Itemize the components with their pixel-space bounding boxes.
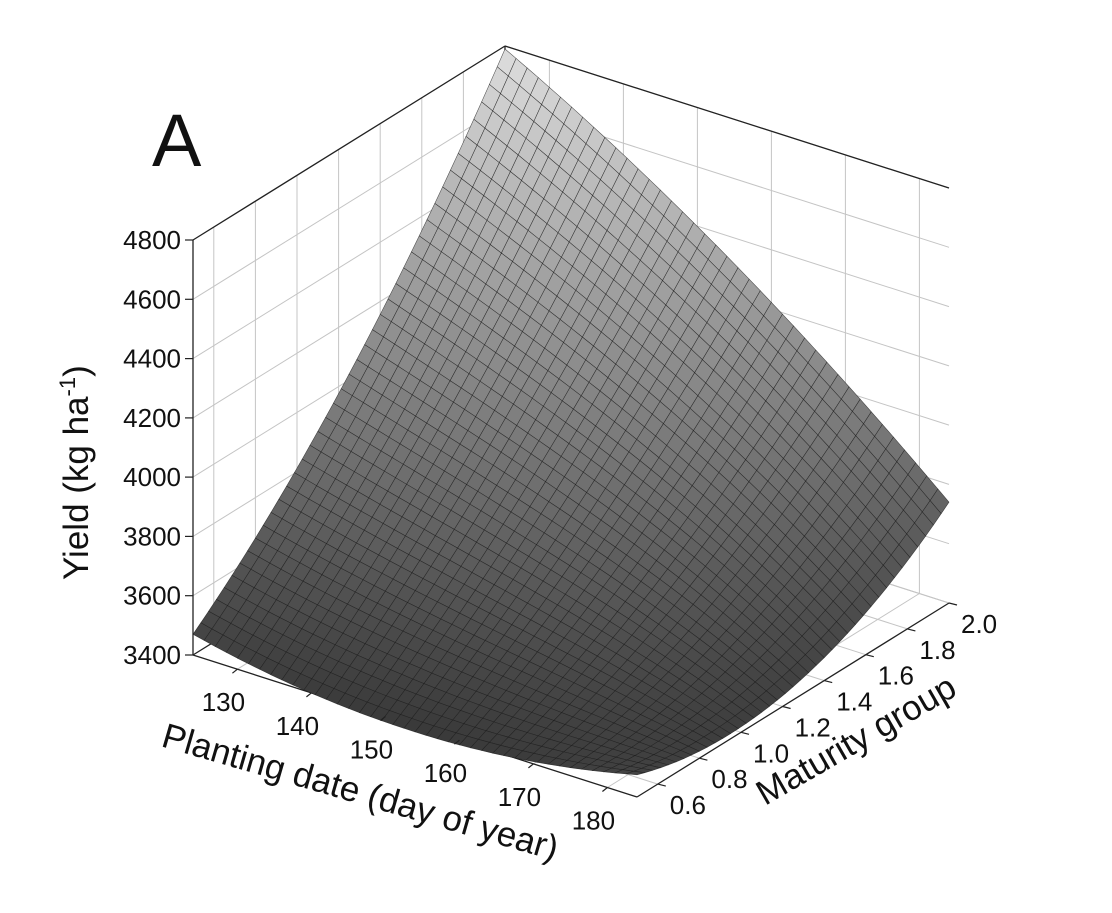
x-tick-label: 160: [424, 758, 467, 788]
z-axis-title-superscript: -1: [55, 377, 80, 397]
z-tick-label: 4000: [123, 462, 181, 492]
y-tick-label: 1.4: [836, 687, 872, 717]
y-tick-label: 1.6: [878, 661, 914, 691]
panel-label: A: [152, 99, 202, 182]
x-tick-label: 170: [498, 782, 541, 812]
y-tick-label: 1.0: [753, 738, 789, 768]
z-tick-label: 4800: [123, 225, 181, 255]
x-tick-labels: 130 140 150 160 170 180: [202, 687, 615, 835]
x-tick-label: 140: [276, 711, 319, 741]
x-tick-mark: [306, 692, 312, 698]
z-axis-title-close: ): [57, 365, 96, 377]
y-tick-mark: [907, 628, 916, 632]
y-tick-mark: [824, 680, 833, 684]
x-tick-label: 130: [202, 687, 245, 717]
z-tick-label: 3600: [123, 581, 181, 611]
y-tick-mark: [657, 783, 666, 787]
y-tick-mark: [948, 602, 958, 606]
z-tick-label: 3400: [123, 640, 181, 670]
y-tick-mark: [699, 757, 708, 761]
grid-line: [192, 104, 506, 300]
frame-edge: [192, 45, 506, 241]
y-tick-label: 0.6: [670, 790, 706, 820]
x-tick-mark: [602, 787, 608, 792]
z-tick-label: 4200: [123, 403, 181, 433]
y-tick-label: 1.2: [795, 713, 831, 743]
y-tick-labels: 0.60.81.01.21.41.61.82.0: [670, 609, 997, 820]
y-tick-label: 0.8: [711, 764, 747, 794]
z-axis-title: Yield (kg ha-1): [55, 365, 96, 580]
y-tick-mark: [865, 654, 874, 658]
x-tick-mark: [454, 739, 460, 745]
surface-patch: [625, 771, 645, 776]
x-tick-mark: [380, 716, 386, 721]
x-tick-label: 150: [350, 735, 393, 765]
y-tick-label: 2.0: [961, 609, 997, 639]
frame-edge: [504, 45, 950, 189]
surface-mesh: [192, 48, 950, 776]
z-tick-label: 4400: [123, 344, 181, 374]
z-axis-title-main: Yield (kg ha: [57, 396, 96, 580]
x-tick-mark: [528, 763, 534, 769]
tick-marks: [185, 239, 958, 792]
y-tick-mark: [740, 731, 750, 735]
z-tick-label: 4600: [123, 284, 181, 314]
x-tick-mark: [232, 668, 238, 674]
z-tick-label: 3800: [123, 521, 181, 551]
x-tick-label: 180: [572, 806, 615, 836]
y-tick-mark: [782, 705, 791, 710]
frame-edge: [636, 602, 950, 798]
y-tick-label: 1.8: [919, 635, 955, 665]
z-tick-labels: 3400 3600 3800 4000 4200 4400 4600 4800: [123, 225, 181, 670]
